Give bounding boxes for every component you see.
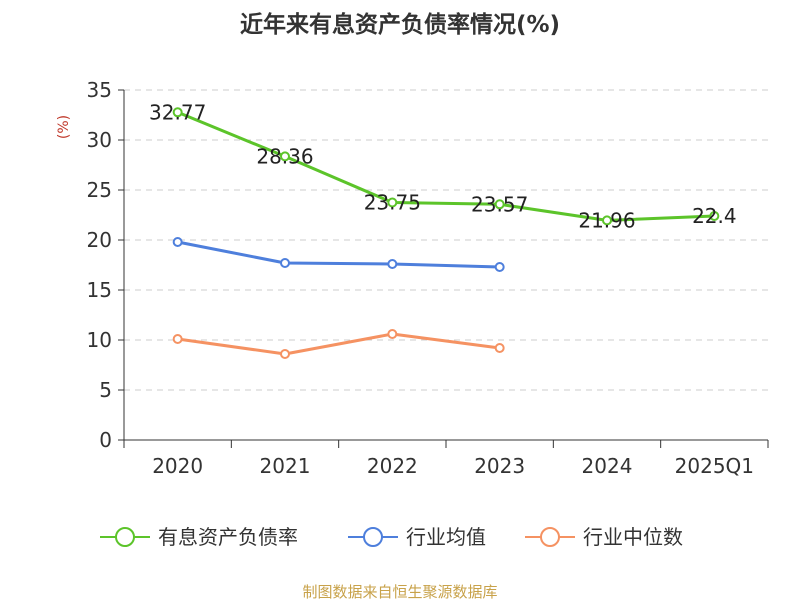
y-tick-label: 5 [99,378,112,402]
data-point[interactable] [602,215,612,226]
y-tick-label: 15 [87,278,112,302]
series-1 [172,237,505,272]
data-point[interactable] [280,258,290,268]
legend-circle-marker [115,527,135,547]
data-point[interactable] [387,197,398,208]
x-tick-label: 2023 [474,454,525,478]
data-point[interactable] [387,259,398,269]
y-tick-label: 30 [87,128,112,152]
data-point[interactable] [494,343,505,353]
data-point[interactable] [172,107,183,118]
legend-label: 行业均值 [406,525,486,549]
data-labels: 32.77 28.36 23.75 23.57 21.96 22.4 [149,100,737,232]
series-line [176,240,502,269]
y-axis-unit-label: (%) [56,115,72,139]
data-label: 22.4 [692,204,737,228]
data-point[interactable] [494,199,505,210]
data-point[interactable] [172,334,183,344]
legend-item[interactable]: 行业中位数 [525,525,683,549]
series-2 [172,329,505,359]
y-tick-label: 20 [87,228,112,252]
series-0 [172,107,720,226]
axes: 0 5 10 15 20 25 30 35 2020 2021 2022 2023 2024 2025Q1 [87,78,769,478]
y-tick-label: 0 [99,428,112,452]
series-line [176,110,716,222]
y-tick-label: 25 [87,178,112,202]
y-tick-label: 10 [87,328,112,352]
legend-circle-marker [540,527,560,547]
legend-label: 有息资产负债率 [158,525,298,549]
data-source-note: 制图数据来自恒生聚源数据库 [302,583,497,600]
x-tick-label: 2020 [152,454,203,478]
data-label: 21.96 [578,208,635,232]
data-label: 23.57 [471,192,528,216]
legend-circle-marker [363,527,383,547]
x-tick-label: 2022 [367,454,418,478]
data-point[interactable] [172,237,183,247]
legend: 有息资产负债率 行业均值 行业中位数 [100,525,683,549]
data-label: 23.75 [364,191,421,215]
data-point[interactable] [387,329,398,339]
data-point[interactable] [494,262,505,272]
data-point[interactable] [280,151,290,162]
x-tick-label: 2021 [260,454,311,478]
x-tick-label: 2025Q1 [675,454,754,478]
legend-label: 行业中位数 [583,525,683,549]
data-label: 32.77 [149,100,206,124]
series-line [176,332,502,356]
legend-item[interactable]: 行业均值 [348,525,486,549]
series-lines [172,107,720,359]
legend-item[interactable]: 有息资产负债率 [100,525,298,549]
y-tick-label: 35 [87,78,112,102]
chart-title: 近年来有息资产负债率情况(%) [240,11,560,38]
x-tick-label: 2024 [582,454,633,478]
data-point[interactable] [280,349,290,359]
data-point[interactable] [709,211,720,221]
data-label: 28.36 [256,144,313,168]
